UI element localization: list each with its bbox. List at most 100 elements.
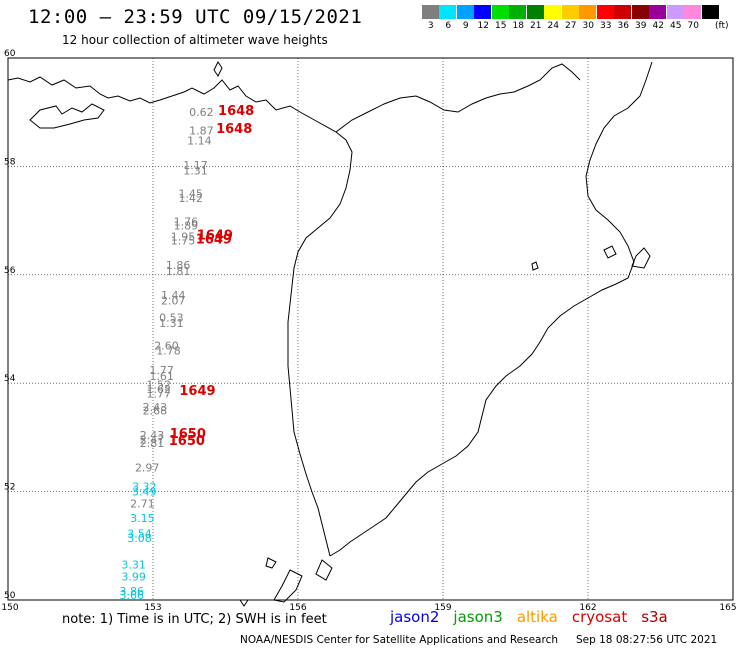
swh-value: 3.08 <box>127 532 152 545</box>
scale-label: 18 <box>512 21 524 31</box>
pass-time: 1648 <box>218 104 254 119</box>
swh-value: 1.77 <box>149 364 174 377</box>
satellite-legend: jason2 jason3 altika cryosat s3a <box>390 608 682 626</box>
swh-observations: 0.621.871.141.171.311.451.421.761.891.95… <box>119 106 213 602</box>
swh-value: 3.15 <box>130 512 155 525</box>
swh-value: 1.77 <box>147 387 172 400</box>
swh-value: 2.07 <box>161 295 186 308</box>
swh-value: 2.71 <box>130 497 155 510</box>
lon-tick-label: 165 <box>719 603 736 613</box>
scale-label: 6 <box>445 21 452 31</box>
swh-value: 1.78 <box>156 344 181 357</box>
coastline-koni <box>213 61 223 77</box>
scale-label: 70 <box>687 21 699 31</box>
footnote: note: 1) Time is in UTC; 2) SWH is in fe… <box>62 612 327 627</box>
pass-time: 1649 <box>197 229 233 244</box>
scale-swatch <box>701 5 720 19</box>
lat-tick-label: 58 <box>4 157 16 167</box>
scale-label: 30 <box>582 21 594 31</box>
coastline-paramushir <box>315 559 333 581</box>
pass-time: 1648 <box>216 122 252 137</box>
scale-label: 24 <box>547 21 559 31</box>
graticule <box>7 57 734 601</box>
credit-line: NOAA/NESDIS Center for Satellite Applica… <box>240 634 717 646</box>
scale-unit: (ft) <box>715 21 729 31</box>
scale-label: 15 <box>495 21 507 31</box>
coastline-east-kamchatka <box>329 61 653 557</box>
scale-label: 45 <box>670 21 682 31</box>
swh-value: 3.66 <box>119 589 144 602</box>
lon-tick-label: 159 <box>434 603 451 613</box>
pass-time: 1650 <box>169 434 205 449</box>
coastline-onekotan <box>273 569 303 603</box>
lat-tick-label: 54 <box>4 374 16 384</box>
swh-value: 2.60 <box>154 340 179 353</box>
scale-label: 21 <box>530 21 542 31</box>
swh-value: 1.17 <box>183 159 208 172</box>
generated-date: Sep 18 08:27:56 UTC 2021 <box>576 634 718 646</box>
swh-value: 1.95 <box>171 231 196 244</box>
swh-value: 1.76 <box>174 215 199 228</box>
swh-value: 1.89 <box>174 219 199 232</box>
pass-time: 1650 <box>170 427 206 442</box>
satellite-s3a: s3a <box>641 608 668 626</box>
swh-value: 3.32 <box>132 481 157 494</box>
swh-value: 1.45 <box>178 187 203 200</box>
swh-value: 3.86 <box>119 585 144 598</box>
lat-tick-label: 60 <box>4 49 16 59</box>
coastline-north <box>7 76 301 113</box>
scale-bin <box>701 5 720 31</box>
coastline-islet <box>531 261 539 271</box>
axis-tick-labels: 150 153 156 159 162 165 60 58 56 54 52 50 <box>1 49 736 613</box>
coastline-north-kamchatka <box>335 63 581 133</box>
swh-value: 3.49 <box>132 485 157 498</box>
scale-label: 42 <box>652 21 664 31</box>
coastline-karaginsky <box>631 247 651 269</box>
scale-label: 39 <box>635 21 647 31</box>
credit-org: NOAA/NESDIS Center for Satellite Applica… <box>240 634 558 646</box>
pass-time: 1649 <box>196 232 232 247</box>
satellite-jason2: jason2 <box>390 608 440 626</box>
satellite-cryosat: cryosat <box>571 608 628 626</box>
swh-value: 1.52 <box>147 379 172 392</box>
scale-label: 9 <box>462 21 469 31</box>
swh-value: 1.31 <box>183 165 208 178</box>
pass-time: 1649 <box>179 384 215 399</box>
swh-value: 1.14 <box>187 135 212 148</box>
color-scale-legend: 3 6 9 12 15 18 21 24 27 30 33 36 39 42 45 70 <box>421 5 720 31</box>
swh-value: 1.31 <box>159 317 184 330</box>
swh-value: 1.86 <box>166 259 191 272</box>
scale-label: 27 <box>565 21 577 31</box>
coastline <box>7 61 653 607</box>
swh-value: 2.81 <box>140 437 165 450</box>
map-subtitle: 12 hour collection of altimeter wave hei… <box>62 33 328 47</box>
swh-value: 0.62 <box>189 106 214 119</box>
coastline-commander-islands <box>603 245 617 259</box>
swh-value: 0.53 <box>159 311 184 324</box>
swh-value: 3.54 <box>127 528 152 541</box>
lat-tick-label: 52 <box>4 483 15 493</box>
coastline-kuril-small <box>239 599 249 607</box>
scale-label: 36 <box>617 21 629 31</box>
swh-value: 1.81 <box>166 265 191 278</box>
lat-tick-label: 56 <box>4 266 16 276</box>
lat-tick-label: 50 <box>4 591 16 601</box>
scale-label: 33 <box>600 21 612 31</box>
coastline-west-kamchatka <box>287 111 353 557</box>
map-frame <box>7 57 734 601</box>
satellite-altika: altika <box>516 608 558 626</box>
swh-value: 1.61 <box>149 370 174 383</box>
swh-value: 1.42 <box>178 192 203 205</box>
lon-tick-label: 156 <box>289 603 306 613</box>
swh-value: 1.75 <box>171 234 196 247</box>
map-title: 12:00 – 23:59 UTC 09/15/2021 <box>28 6 363 28</box>
coastline-taui-bay <box>29 103 105 129</box>
swh-value: 1.62 <box>147 383 172 396</box>
swh-value: 2.68 <box>143 405 168 418</box>
swh-value: 2.43 <box>140 429 165 442</box>
coastline-shumshu <box>265 557 277 569</box>
scale-label: 12 <box>477 21 489 31</box>
lon-tick-label: 150 <box>1 603 18 613</box>
